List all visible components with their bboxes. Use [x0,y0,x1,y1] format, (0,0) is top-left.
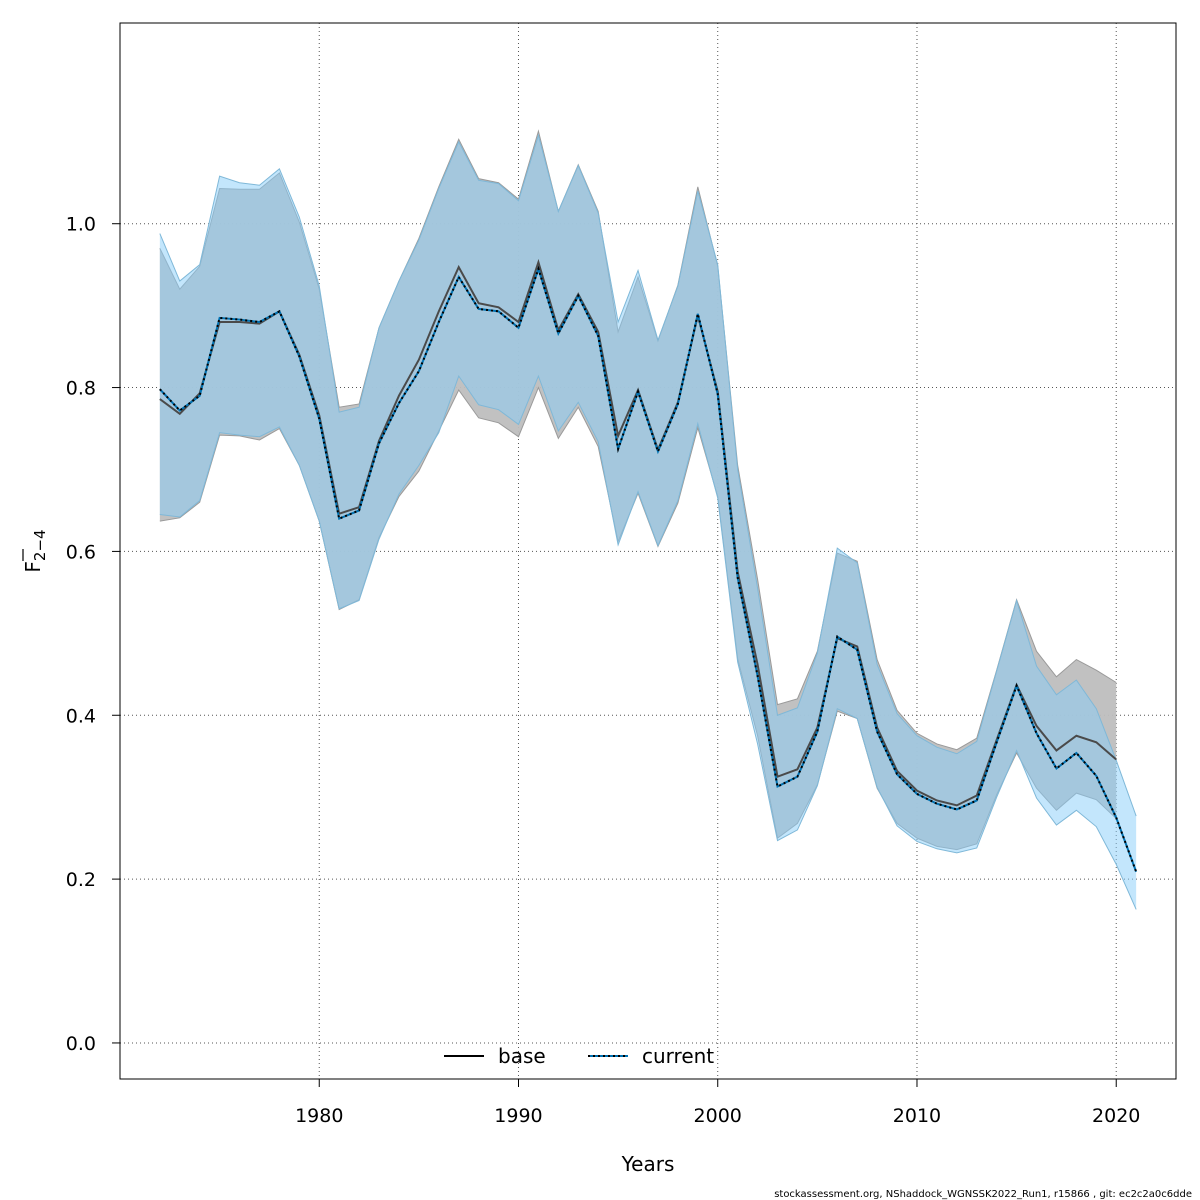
series-lines [159,258,1138,873]
line-current [159,265,1138,873]
y-tick-label-2: 0.4 [66,705,96,727]
x-tick-label-1990: 1990 [494,1105,542,1127]
legend-label-base: base [498,1044,546,1068]
x-axis: 1980 1990 2000 2010 2020 [295,1079,1140,1127]
x-axis-title: Years [621,1152,675,1176]
x-tick-label-2000: 2000 [694,1105,742,1127]
x-tick-label-2020: 2020 [1092,1105,1140,1127]
legend: base current [444,1044,714,1068]
y-tick-label-1: 0.2 [66,869,96,891]
y-tick-label-4: 0.8 [66,378,96,400]
y-tick-label-3: 0.6 [66,541,96,563]
footer-note: stockassessment.org, NShaddock_WGNSSK202… [774,1189,1192,1200]
svg-text:F2−4: F2−4 [21,529,49,572]
x-tick-label-2010: 2010 [893,1105,941,1127]
band-current [159,135,1137,910]
y-tick-label-5: 1.0 [66,214,96,236]
legend-label-current: current [642,1044,714,1068]
y-axis-title-sub: 2−4 [31,529,49,561]
band-lower-current [159,374,1137,910]
y-axis: 0.0 0.2 0.4 0.6 0.8 1.0 [66,214,120,1055]
y-axis-title: F2−4 [21,529,49,572]
y-axis-title-main: F [21,561,45,573]
confidence-bands [159,129,1137,910]
x-tick-label-1980: 1980 [295,1105,343,1127]
band-upper-current [159,133,1137,817]
y-tick-label-0: 0.0 [66,1033,96,1055]
